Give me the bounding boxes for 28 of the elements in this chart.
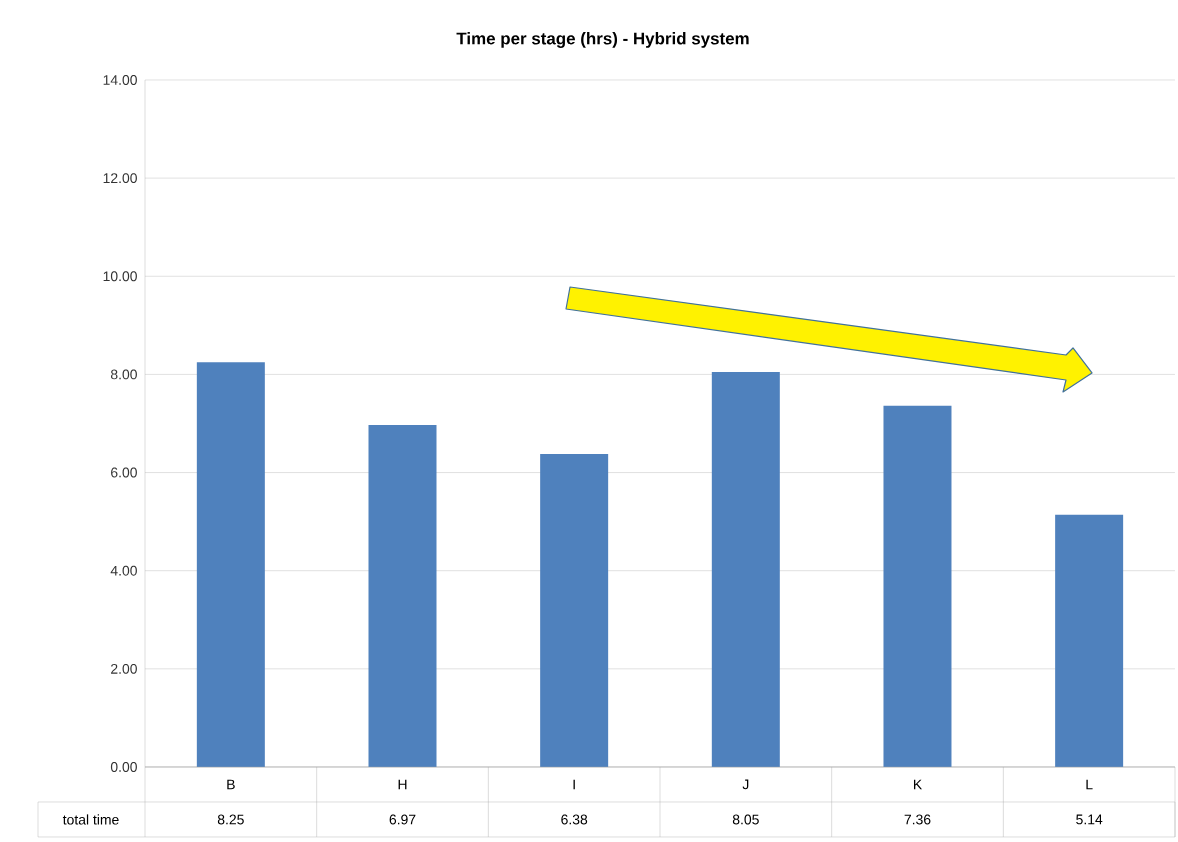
data-label: 7.36 <box>904 814 931 825</box>
y-tick-label: 4.00 <box>110 565 137 576</box>
data-label: 6.38 <box>561 814 588 825</box>
y-tick-label: 6.00 <box>111 467 137 478</box>
y-tick-label: 12.00 <box>103 173 137 184</box>
y-tick-label: 10.00 <box>103 271 137 282</box>
y-tick-label: 14.00 <box>103 75 137 85</box>
x-tick-label: H <box>398 779 407 790</box>
x-tick-label: J <box>742 779 749 790</box>
bar <box>368 424 437 767</box>
bar <box>1055 514 1124 767</box>
y-tick-label: 8.00 <box>110 369 137 380</box>
x-tick-label: K <box>913 779 923 790</box>
bar <box>196 362 265 767</box>
bar <box>711 371 780 767</box>
text: total time <box>62 814 119 825</box>
chart-title: Time per stage (hrs) - Hybrid system <box>456 32 749 48</box>
y-tick-label: 0.00 <box>110 762 137 772</box>
data-label: 6.97 <box>389 814 416 825</box>
data-label: 8.25 <box>217 814 244 825</box>
data-label: 5.14 <box>1076 814 1103 825</box>
x-tick-label: I <box>573 779 575 790</box>
x-tick-label: B <box>227 779 235 790</box>
x-tick-label: L <box>1086 779 1093 790</box>
data-label: 8.05 <box>732 814 759 825</box>
bar <box>540 453 609 767</box>
bar <box>883 405 952 767</box>
y-tick-label: 2.00 <box>111 663 137 674</box>
